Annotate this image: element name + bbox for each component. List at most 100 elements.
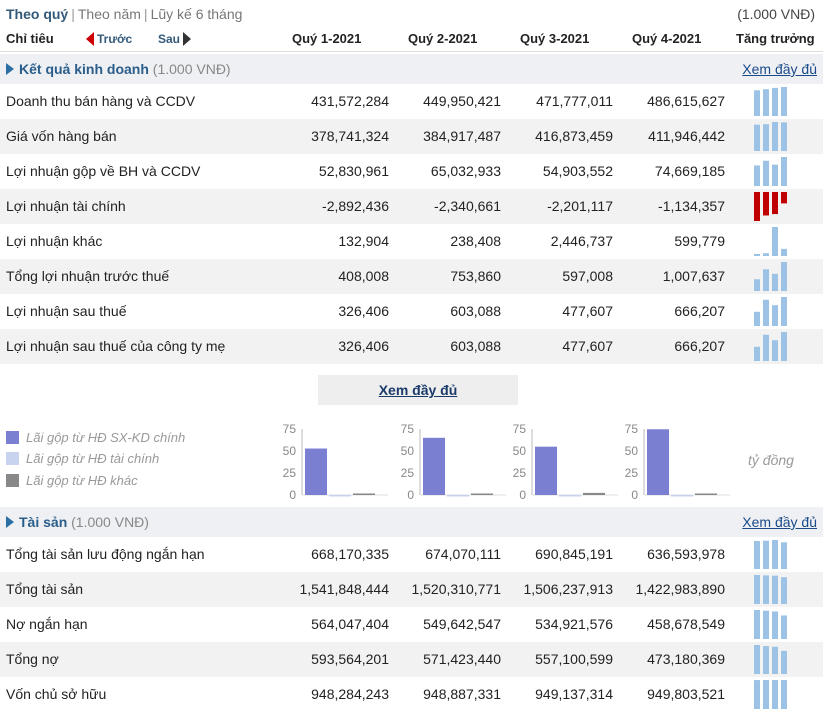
sparkline-bar: [754, 575, 760, 604]
y-tick-label: 0: [519, 488, 526, 502]
sparkline-bar: [754, 124, 760, 151]
cell-q2: 603,088: [450, 303, 501, 319]
section-title: Kết quả kinh doanh (1.000 VNĐ): [19, 61, 231, 77]
sparkline-bar: [754, 279, 760, 291]
sparkline-bar: [763, 160, 769, 186]
sparkline-bar: [763, 680, 769, 709]
tab-year[interactable]: Theo năm: [77, 6, 141, 22]
y-tick-label: 0: [631, 488, 638, 502]
sparkline-bar: [781, 192, 787, 204]
sparkline-bar: [763, 610, 769, 639]
cell-q4: 1,422,983,890: [635, 581, 725, 597]
legend-swatch: [6, 474, 19, 487]
bar-main: [647, 429, 669, 495]
bar-main: [305, 448, 327, 495]
bar-financial: [447, 495, 469, 497]
sparkline-bar: [754, 192, 760, 221]
row-label: Lợi nhuận gộp về BH và CCDV: [6, 163, 201, 179]
sparkline-bar: [763, 575, 769, 604]
cell-q2: 238,408: [450, 233, 501, 249]
y-tick-label: 25: [625, 466, 639, 480]
bar-financial: [329, 495, 351, 497]
sparkline-bar: [754, 311, 760, 326]
table-row: Tổng tài sản 1,541,848,444 1,520,310,771 1,…: [0, 572, 823, 607]
cell-q3: 557,100,599: [535, 651, 613, 667]
table-row: Lợi nhuận tài chính -2,892,436 -2,340,661 -…: [0, 189, 823, 224]
header-q4: Quý 4-2021: [632, 31, 702, 46]
sparkline-bar: [763, 192, 769, 216]
legend-item-main: Lãi gộp từ HĐ SX-KD chính: [6, 430, 185, 445]
cell-q1: 431,572,284: [311, 93, 389, 109]
sparkline-bar: [772, 227, 778, 256]
cell-q2: 65,032,933: [430, 163, 501, 179]
cell-q4: 636,593,978: [647, 546, 725, 562]
prev-button[interactable]: Trước: [86, 32, 132, 46]
cell-q2: -2,340,661: [434, 198, 501, 214]
y-tick-label: 50: [401, 444, 415, 458]
cell-q2: 1,520,310,771: [411, 581, 501, 597]
cell-q2: 753,860: [450, 268, 501, 284]
row-label: Nợ ngắn hạn: [6, 616, 88, 632]
cell-q4: 666,207: [674, 303, 725, 319]
sparkline-bar: [772, 611, 778, 639]
view-full-link[interactable]: Xem đầy đủ: [742, 61, 817, 77]
y-tick-label: 0: [289, 488, 296, 502]
sparkline-bar: [772, 87, 778, 116]
sparkline-bar: [781, 248, 787, 256]
cell-q3: 477,607: [562, 303, 613, 319]
table-row: Lợi nhuận khác 132,904 238,408 2,446,737 599…: [0, 224, 823, 259]
growth-sparkline: [754, 680, 787, 709]
arrow-right-icon: [183, 32, 192, 46]
cell-q3: 1,506,237,913: [523, 581, 613, 597]
cell-q3: 54,903,552: [542, 163, 613, 179]
growth-sparkline: [754, 227, 787, 256]
arrow-left-icon: [86, 32, 94, 46]
table-row: Lợi nhuận sau thuế của công ty mẹ 326,406…: [0, 329, 823, 364]
sparkline-bar: [772, 646, 778, 674]
sparkline-bar: [763, 646, 769, 674]
sparkline-bar: [781, 615, 787, 639]
sparkline-bar: [772, 122, 778, 151]
row-label: Lợi nhuận tài chính: [6, 198, 126, 214]
sparkline-bar: [754, 90, 760, 116]
tab-6-months[interactable]: Lũy kế 6 tháng: [150, 6, 243, 22]
cell-q2: 948,887,331: [423, 686, 501, 702]
view-full-center[interactable]: Xem đầy đủ: [318, 375, 518, 405]
header-q1: Quý 1-2021: [292, 31, 362, 46]
sparkline-bar: [781, 122, 787, 151]
header-q2: Quý 2-2021: [408, 31, 478, 46]
cell-q4: 486,615,627: [647, 93, 725, 109]
cell-q2: 603,088: [450, 338, 501, 354]
sparkline-bar: [754, 254, 760, 256]
legend-swatch: [6, 431, 19, 444]
sparkline-bar: [763, 269, 769, 291]
mini-bar-chart: 75 50 25 0: [398, 420, 510, 504]
sparkline-bar: [763, 299, 769, 326]
cell-q1: 668,170,335: [311, 546, 389, 562]
table-row: Lợi nhuận sau thuế 326,406 603,088 477,607 6…: [0, 294, 823, 329]
next-button[interactable]: Sau: [158, 32, 192, 46]
cell-q4: 458,678,549: [647, 616, 725, 632]
sparkline-bar: [772, 192, 778, 215]
sparkline-bar: [781, 542, 787, 569]
legend-item-other: Lãi gộp từ HĐ khác: [6, 473, 138, 488]
currency-unit: (1.000 VNĐ): [737, 6, 815, 22]
growth-sparkline: [754, 540, 787, 569]
cell-q1: -2,892,436: [322, 198, 389, 214]
bar-other: [471, 493, 493, 495]
table-row: Tổng nợ 593,564,201 571,423,440 557,100,599…: [0, 642, 823, 677]
sparkline-bar: [781, 262, 787, 291]
tab-quarter[interactable]: Theo quý: [6, 6, 69, 22]
bar-other: [583, 492, 605, 495]
cell-q1: 1,541,848,444: [299, 581, 389, 597]
cell-q2: 549,642,547: [423, 616, 501, 632]
cell-q1: 132,904: [338, 233, 389, 249]
cell-q1: 326,406: [338, 338, 389, 354]
legend-swatch: [6, 452, 19, 465]
section-assets: Tài sản (1.000 VNĐ) Xem đầy đủ: [0, 507, 823, 537]
cell-q1: 378,741,324: [311, 128, 389, 144]
period-tabs: Theo quý | Theo năm | Lũy kế 6 tháng (1.000 …: [6, 6, 815, 22]
cell-q3: -2,201,117: [547, 198, 613, 214]
row-label: Lợi nhuận khác: [6, 233, 103, 249]
view-full-link[interactable]: Xem đầy đủ: [742, 514, 817, 530]
